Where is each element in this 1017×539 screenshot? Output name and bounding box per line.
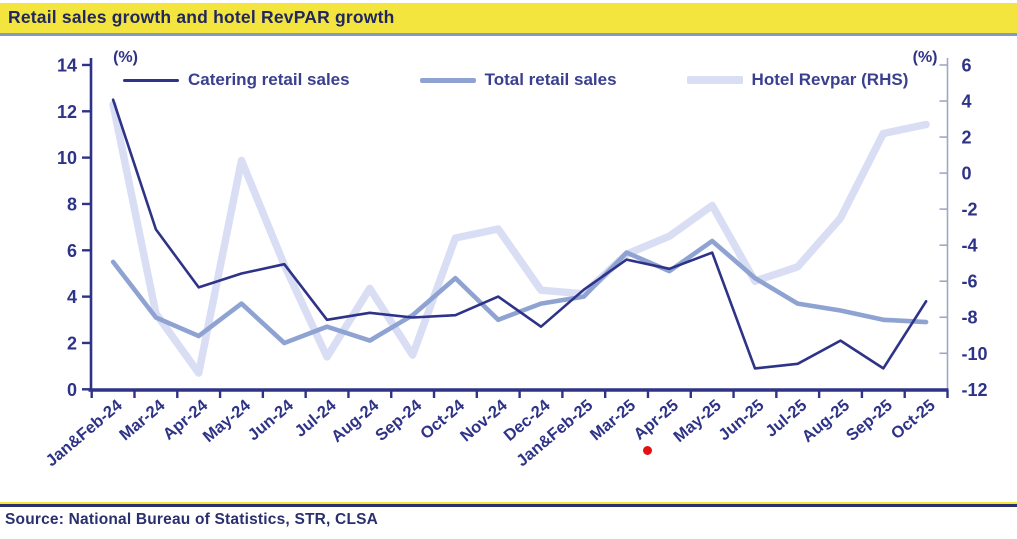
x-axis-category-label: May-25 bbox=[670, 396, 724, 446]
x-axis-category-label: Aug-25 bbox=[799, 396, 853, 446]
right-axis-label: -6 bbox=[962, 272, 978, 292]
x-axis-category-label: Jun-24 bbox=[245, 396, 298, 445]
red-annotation-dot bbox=[643, 446, 652, 455]
left-axis-label: 12 bbox=[57, 102, 77, 122]
left-axis-label: 0 bbox=[67, 380, 77, 400]
footer-rule-yellow bbox=[0, 502, 1017, 504]
left-axis-label: 10 bbox=[57, 148, 77, 168]
right-axis-label: -8 bbox=[962, 308, 978, 328]
chart-title: Retail sales growth and hotel RevPAR gro… bbox=[8, 7, 395, 27]
legend-item-hotel: Hotel Revpar (RHS) bbox=[686, 70, 909, 90]
left-axis-label: 2 bbox=[67, 333, 77, 353]
right-axis-label: -12 bbox=[962, 380, 988, 400]
left-axis-label: 14 bbox=[57, 55, 77, 75]
x-axis-category-label: Oct-25 bbox=[888, 396, 939, 443]
x-axis-category-label: Mar-25 bbox=[587, 396, 639, 444]
right-axis-label: -4 bbox=[962, 236, 978, 256]
x-axis-category-label: Sep-25 bbox=[843, 396, 896, 445]
chart-title-bar: Retail sales growth and hotel RevPAR gro… bbox=[0, 3, 1017, 33]
chart-legend: Catering retail sales Total retail sales… bbox=[123, 70, 908, 90]
legend-label-hotel: Hotel Revpar (RHS) bbox=[751, 70, 909, 89]
x-axis-category-label: Mar-24 bbox=[116, 396, 169, 445]
x-axis-category-label: Sep-24 bbox=[372, 396, 426, 445]
right-axis-unit: (%) bbox=[913, 49, 938, 66]
total-line-swatch-icon bbox=[419, 77, 476, 83]
legend-label-total: Total retail sales bbox=[484, 70, 617, 89]
right-axis-label: 2 bbox=[962, 128, 972, 148]
series-line-hotel-revpar-rhs- bbox=[109, 100, 930, 377]
legend-item-catering: Catering retail sales bbox=[123, 70, 350, 90]
left-axis-unit: (%) bbox=[113, 49, 138, 66]
x-axis-category-label: Jan&Feb-24 bbox=[42, 396, 126, 470]
series-line-catering-retail-sales bbox=[111, 98, 928, 370]
legend-item-total: Total retail sales bbox=[419, 70, 617, 90]
right-axis-label: 6 bbox=[962, 55, 972, 75]
x-axis-category-label: Jun-25 bbox=[715, 396, 767, 444]
hotel-line-swatch-icon bbox=[686, 76, 743, 84]
right-axis-label: -2 bbox=[962, 200, 978, 220]
left-axis-label: 8 bbox=[67, 194, 77, 214]
x-axis-category-label: Aug-24 bbox=[328, 396, 383, 446]
x-axis-category-label: Nov-24 bbox=[457, 396, 511, 446]
right-axis-label: 0 bbox=[962, 164, 972, 184]
right-axis-label: 4 bbox=[962, 92, 972, 112]
left-axis-label: 4 bbox=[67, 287, 77, 307]
x-axis-category-label: May-24 bbox=[200, 396, 255, 446]
title-underline bbox=[0, 33, 1017, 36]
catering-line-swatch-icon bbox=[123, 78, 179, 82]
left-axis-label: 6 bbox=[67, 241, 77, 261]
footer-rule-navy bbox=[0, 504, 1017, 507]
right-axis-label: -10 bbox=[962, 344, 988, 364]
legend-label-catering: Catering retail sales bbox=[188, 70, 350, 89]
source-note: Source: National Bureau of Statistics, S… bbox=[5, 511, 379, 528]
